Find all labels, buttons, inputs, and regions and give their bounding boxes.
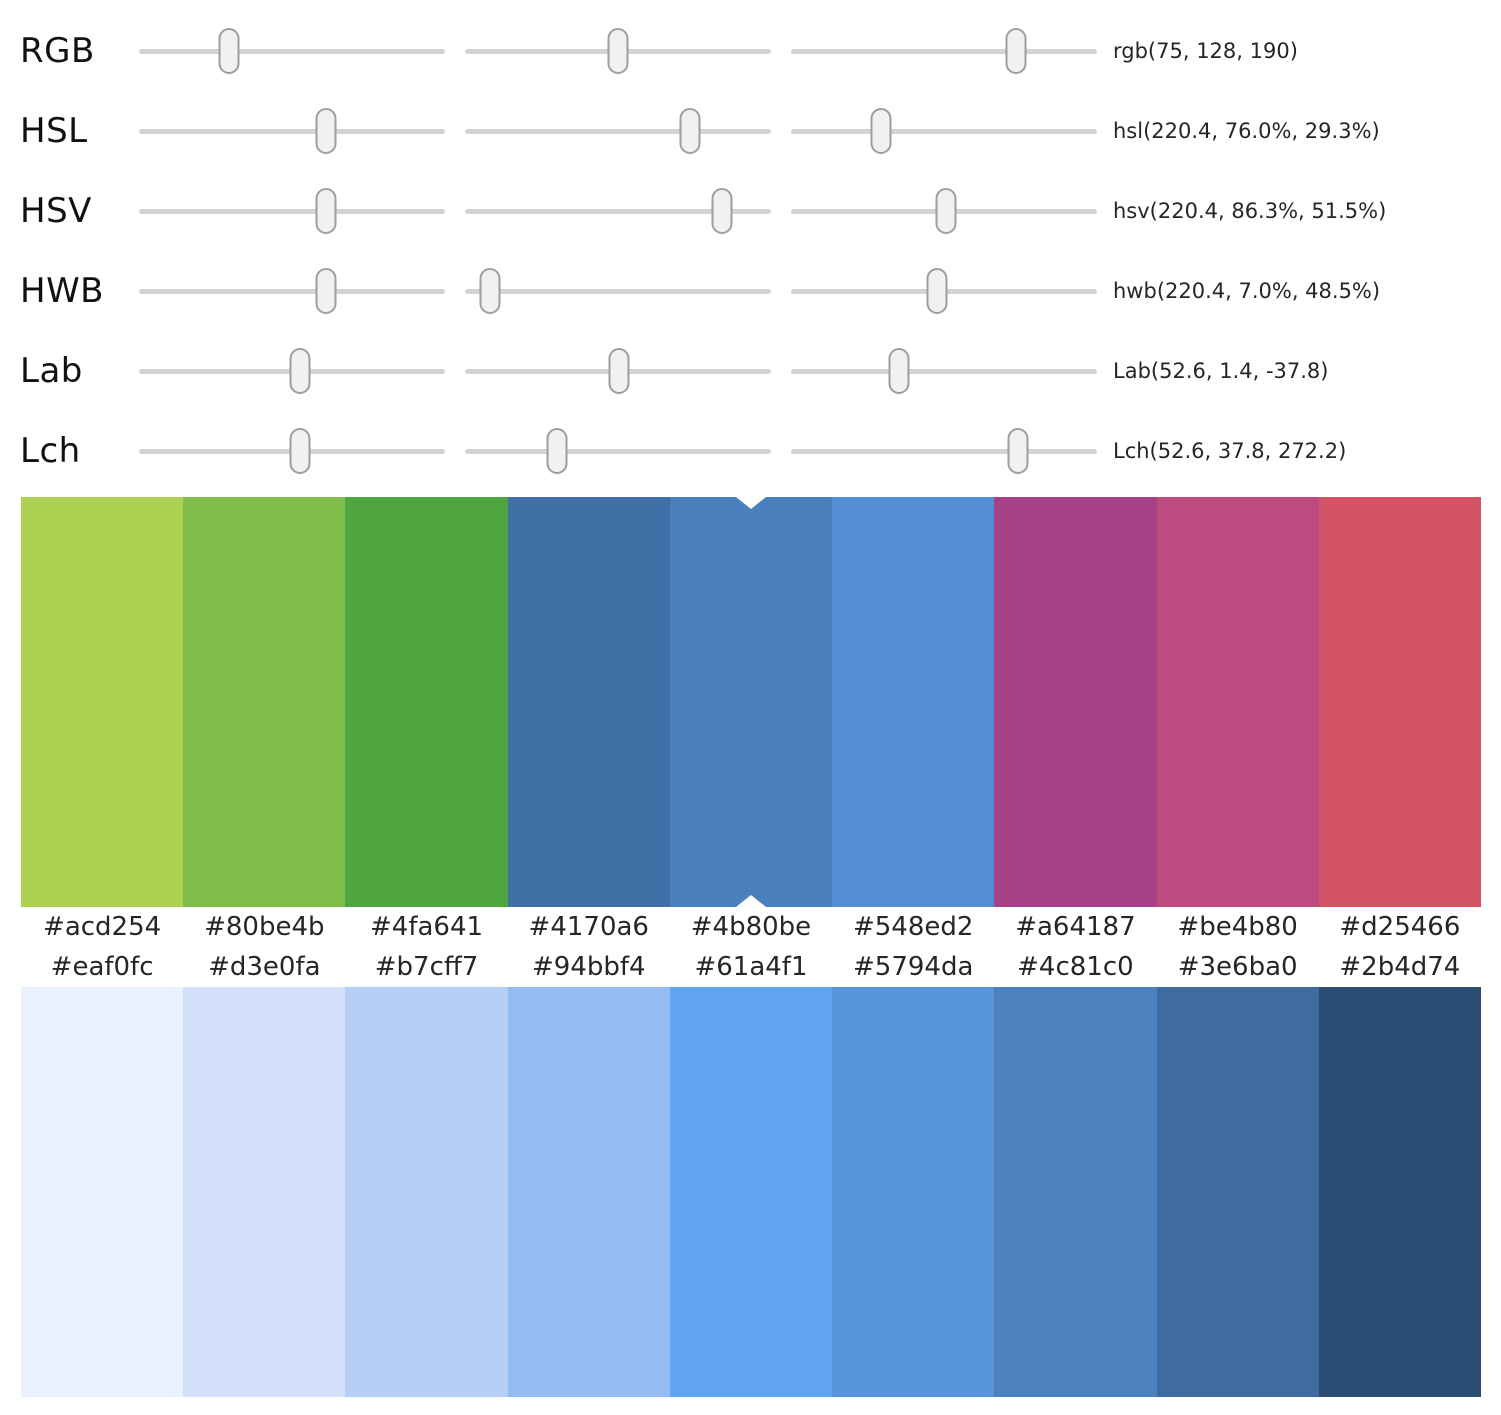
slider-thumb[interactable]: [888, 348, 910, 394]
slider-thumb[interactable]: [870, 108, 892, 154]
shade-palette-hex-labels: #eaf0fc #d3e0fa #b7cff7 #94bbf4 #61a4f1 #5794…: [21, 947, 1481, 987]
shade-palette: [21, 987, 1481, 1397]
palette-swatch[interactable]: [345, 497, 508, 907]
slider-thumb[interactable]: [608, 348, 630, 394]
hex-code-label: #4fa641: [370, 912, 484, 942]
hex-code-label: #4b80be: [690, 912, 812, 942]
palette-swatch[interactable]: [507, 497, 670, 907]
selected-swatch-notch-bottom: [735, 895, 766, 907]
slider-track[interactable]: [465, 188, 771, 234]
slider-row-rgb: RGB rgb(75, 128, 190): [0, 11, 1501, 91]
color-value-text: Lab(52.6, 1.4, -37.8): [1113, 359, 1329, 383]
slider-track[interactable]: [791, 108, 1097, 154]
palette-swatch[interactable]: [832, 497, 995, 907]
color-value-text: hwb(220.4, 7.0%, 48.5%): [1113, 279, 1381, 303]
slider-row-hsv: HSV hsv(220.4, 86.3%, 51.5%): [0, 171, 1501, 251]
hex-code-label: #be4b80: [1177, 912, 1298, 942]
hue-palette: [21, 497, 1481, 907]
slider-thumb[interactable]: [315, 188, 337, 234]
palette-swatch[interactable]: [183, 987, 346, 1397]
slider-track[interactable]: [465, 108, 771, 154]
slider-row-label: HSV: [20, 191, 92, 231]
hex-code-label: #d3e0fa: [208, 952, 321, 982]
slider-track[interactable]: [465, 268, 771, 314]
slider-thumb[interactable]: [546, 428, 568, 474]
hex-code-label: #94bbf4: [531, 952, 646, 982]
hex-code-label: #3e6ba0: [1177, 952, 1298, 982]
slider-row-hwb: HWB hwb(220.4, 7.0%, 48.5%): [0, 251, 1501, 331]
slider-track[interactable]: [465, 348, 771, 394]
slider-track[interactable]: [791, 428, 1097, 474]
slider-track[interactable]: [139, 268, 445, 314]
color-value-text: rgb(75, 128, 190): [1113, 39, 1298, 63]
slider-thumb[interactable]: [315, 268, 337, 314]
selected-swatch-notch-top: [735, 497, 766, 509]
slider-thumb[interactable]: [315, 108, 337, 154]
slider-track[interactable]: [791, 268, 1097, 314]
slider-thumb[interactable]: [1005, 28, 1027, 74]
slider-track[interactable]: [139, 348, 445, 394]
hex-code-label: #b7cff7: [374, 952, 479, 982]
palette-swatch[interactable]: [1318, 987, 1481, 1397]
slider-track[interactable]: [791, 188, 1097, 234]
slider-row-lab: Lab Lab(52.6, 1.4, -37.8): [0, 331, 1501, 411]
hex-code-label: #5794da: [853, 952, 974, 982]
color-value-text: Lch(52.6, 37.8, 272.2): [1113, 439, 1347, 463]
slider-track[interactable]: [791, 28, 1097, 74]
slider-row-label: RGB: [20, 31, 95, 71]
slider-thumb[interactable]: [289, 348, 311, 394]
palette-swatch[interactable]: [345, 987, 508, 1397]
slider-thumb[interactable]: [935, 188, 957, 234]
hex-code-label: #2b4d74: [1339, 952, 1461, 982]
slider-thumb[interactable]: [479, 268, 501, 314]
slider-track[interactable]: [139, 188, 445, 234]
palette-swatch[interactable]: [832, 987, 995, 1397]
slider-track[interactable]: [139, 108, 445, 154]
hex-code-label: #548ed2: [852, 912, 974, 942]
hex-code-label: #eaf0fc: [50, 952, 154, 982]
slider-track[interactable]: [139, 428, 445, 474]
palette-swatch[interactable]: [1156, 987, 1319, 1397]
slider-track[interactable]: [791, 348, 1097, 394]
color-value-text: hsl(220.4, 76.0%, 29.3%): [1113, 119, 1380, 143]
hex-code-label: #d25466: [1339, 912, 1461, 942]
slider-track[interactable]: [465, 28, 771, 74]
color-value-text: hsv(220.4, 86.3%, 51.5%): [1113, 199, 1387, 223]
slider-thumb[interactable]: [926, 268, 948, 314]
palette-swatch[interactable]: [994, 987, 1157, 1397]
slider-row-lch: Lch Lch(52.6, 37.8, 272.2): [0, 411, 1501, 491]
slider-row-label: HWB: [20, 271, 105, 311]
slider-row-hsl: HSL hsl(220.4, 76.0%, 29.3%): [0, 91, 1501, 171]
hex-code-label: #a64187: [1015, 912, 1136, 942]
palette-swatch[interactable]: [507, 987, 670, 1397]
slider-thumb[interactable]: [289, 428, 311, 474]
palette-swatch[interactable]: [21, 987, 184, 1397]
hex-code-label: #4c81c0: [1017, 952, 1134, 982]
palette-swatch[interactable]: [669, 987, 833, 1397]
palette-swatch[interactable]: [1156, 497, 1319, 907]
slider-track[interactable]: [465, 428, 771, 474]
slider-thumb[interactable]: [218, 28, 240, 74]
hex-code-label: #4170a6: [528, 912, 649, 942]
slider-thumb[interactable]: [607, 28, 629, 74]
palette-swatch[interactable]: [183, 497, 346, 907]
palette-swatch[interactable]: [21, 497, 184, 907]
slider-row-label: Lch: [20, 431, 81, 471]
slider-thumb[interactable]: [711, 188, 733, 234]
hex-code-label: #acd254: [43, 912, 162, 942]
palette-swatch[interactable]: [669, 497, 833, 907]
hex-code-label: #61a4f1: [694, 952, 808, 982]
slider-row-label: Lab: [20, 351, 83, 391]
slider-thumb[interactable]: [679, 108, 701, 154]
hue-palette-hex-labels: #acd254 #80be4b #4fa641 #4170a6 #4b80be #548e…: [21, 907, 1481, 947]
palette-swatch[interactable]: [994, 497, 1157, 907]
hex-code-label: #80be4b: [204, 912, 325, 942]
slider-panel: RGB rgb(75, 128, 190) HSL hsl(220.4, 76.0%,…: [0, 0, 1501, 497]
slider-row-label: HSL: [20, 111, 88, 151]
palette-swatch[interactable]: [1318, 497, 1481, 907]
slider-thumb[interactable]: [1007, 428, 1029, 474]
slider-track[interactable]: [139, 28, 445, 74]
